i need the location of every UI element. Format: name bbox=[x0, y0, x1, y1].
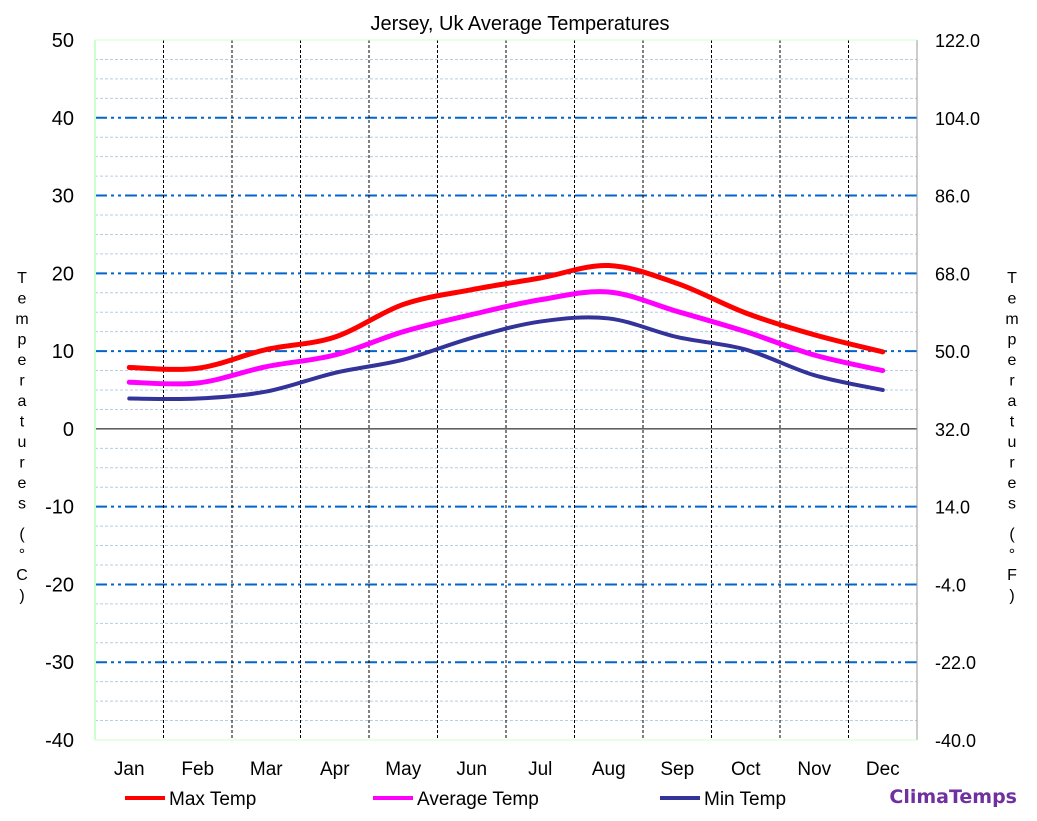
y-tick-right: -4.0 bbox=[935, 575, 966, 595]
y-tick-left: -10 bbox=[45, 497, 74, 519]
x-tick-label: May bbox=[385, 759, 421, 780]
y-tick-left: 10 bbox=[52, 341, 74, 363]
y-tick-right: 32.0 bbox=[935, 420, 970, 440]
series-line-average-temp bbox=[126, 289, 886, 387]
y-tick-left: 0 bbox=[63, 419, 74, 441]
y-tick-left: 40 bbox=[52, 108, 74, 130]
y-tick-left: -20 bbox=[45, 574, 74, 596]
y-tick-left: -30 bbox=[45, 652, 74, 674]
y-tick-left: 30 bbox=[52, 186, 74, 208]
y-tick-left: 50 bbox=[52, 30, 74, 52]
x-tick-label: Apr bbox=[320, 759, 350, 780]
y-tick-left: -40 bbox=[45, 730, 74, 752]
y-tick-right: 86.0 bbox=[935, 187, 970, 207]
x-tick-label: Feb bbox=[181, 759, 214, 780]
series-line-max-temp bbox=[126, 263, 886, 372]
y-tick-right: 68.0 bbox=[935, 264, 970, 284]
x-tick-label: Jun bbox=[456, 759, 487, 780]
y-tick-right: 122.0 bbox=[935, 31, 980, 51]
x-tick-label: Jan bbox=[114, 759, 145, 780]
y-tick-right: -40.0 bbox=[935, 731, 976, 751]
x-tick-label: Mar bbox=[250, 759, 283, 780]
x-tick-label: Aug bbox=[592, 759, 626, 780]
y-tick-right: -22.0 bbox=[935, 653, 976, 673]
x-tick-label: Jul bbox=[528, 759, 552, 780]
x-tick-label: Sep bbox=[660, 759, 694, 780]
legend-label-average-temp: Average Temp bbox=[417, 789, 539, 810]
climatemps-logo: ClimaTemps bbox=[889, 786, 1017, 808]
series-line-min-temp bbox=[127, 315, 885, 402]
x-tick-label: Dec bbox=[866, 759, 900, 780]
y-tick-left: 20 bbox=[52, 263, 74, 285]
y-tick-right: 50.0 bbox=[935, 342, 970, 362]
legend-label-min-temp: Min Temp bbox=[704, 789, 786, 810]
y-tick-right: 104.0 bbox=[935, 109, 980, 129]
chart-title: Jersey, Uk Average Temperatures bbox=[370, 13, 669, 35]
x-tick-label: Nov bbox=[797, 759, 831, 780]
y-tick-right: 14.0 bbox=[935, 498, 970, 518]
x-tick-label: Oct bbox=[731, 759, 761, 780]
legend-label-max-temp: Max Temp bbox=[169, 789, 256, 810]
